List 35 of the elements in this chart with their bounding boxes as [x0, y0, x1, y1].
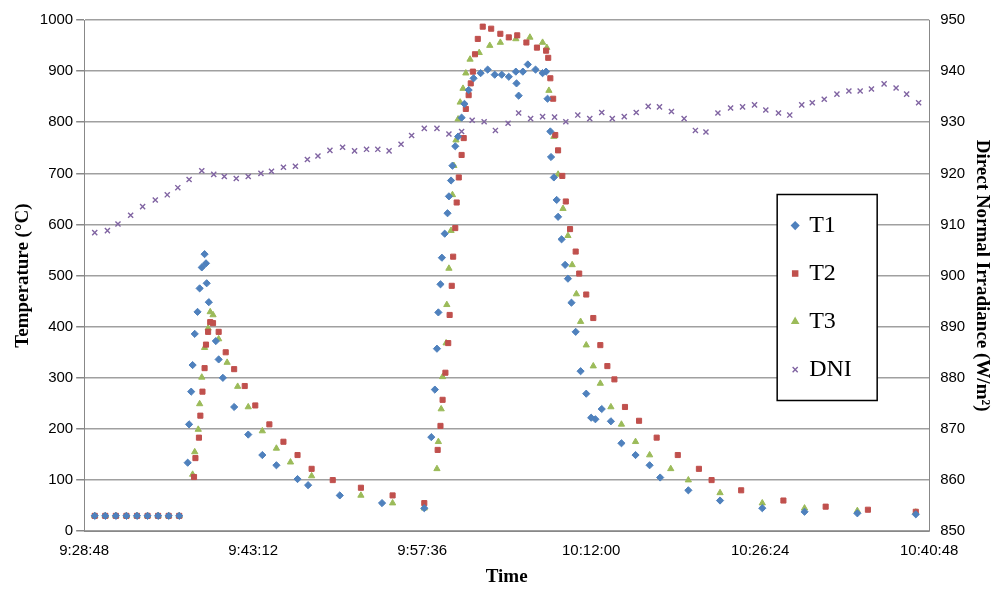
x-tick-label: 9:43:12: [228, 541, 279, 559]
y-axis-title: Temperature (°C): [11, 203, 34, 348]
y2-tick-label: 900: [940, 265, 966, 283]
legend-label: T3: [809, 306, 836, 333]
legend-label: T1: [809, 210, 836, 237]
x-tick-label: 10:12:00: [561, 541, 621, 559]
y-tick-label: 200: [48, 419, 74, 437]
y2-tick-label: 880: [940, 367, 966, 385]
y2-tick-label: 950: [940, 10, 966, 28]
x-tick-label: 10:26:24: [730, 541, 790, 559]
y2-tick-label: 860: [940, 470, 966, 488]
y2-tick-label: 920: [940, 163, 966, 181]
x-tick-label: 9:57:36: [397, 541, 448, 559]
y-tick-label: 900: [48, 61, 74, 79]
y-tick-label: 800: [48, 112, 74, 130]
y2-tick-label: 910: [940, 214, 966, 232]
y2-tick-label: 870: [940, 419, 966, 437]
y2-tick-label: 930: [940, 112, 966, 130]
y2-tick-label: 890: [940, 316, 966, 334]
y-tick-label: 500: [48, 265, 74, 283]
x-axis-title: Time: [485, 564, 528, 586]
y-tick-label: 700: [48, 163, 74, 181]
y2-axis-title: Direct Normal Irradiance (W/m²): [971, 139, 994, 412]
x-tick-label: 9:28:48: [59, 541, 110, 559]
y-tick-label: 100: [48, 470, 74, 488]
y-tick-label: 300: [48, 367, 74, 385]
y-tick-label: 1000: [39, 10, 74, 28]
y-tick-label: 400: [48, 316, 74, 334]
y-tick-label: 0: [64, 521, 74, 539]
legend-label: T2: [809, 258, 836, 285]
y2-tick-label: 850: [940, 521, 966, 539]
x-tick-label: 10:40:48: [899, 541, 959, 559]
y-tick-label: 600: [48, 214, 74, 232]
legend-label: DNI: [809, 354, 852, 381]
y2-tick-label: 940: [940, 61, 966, 79]
